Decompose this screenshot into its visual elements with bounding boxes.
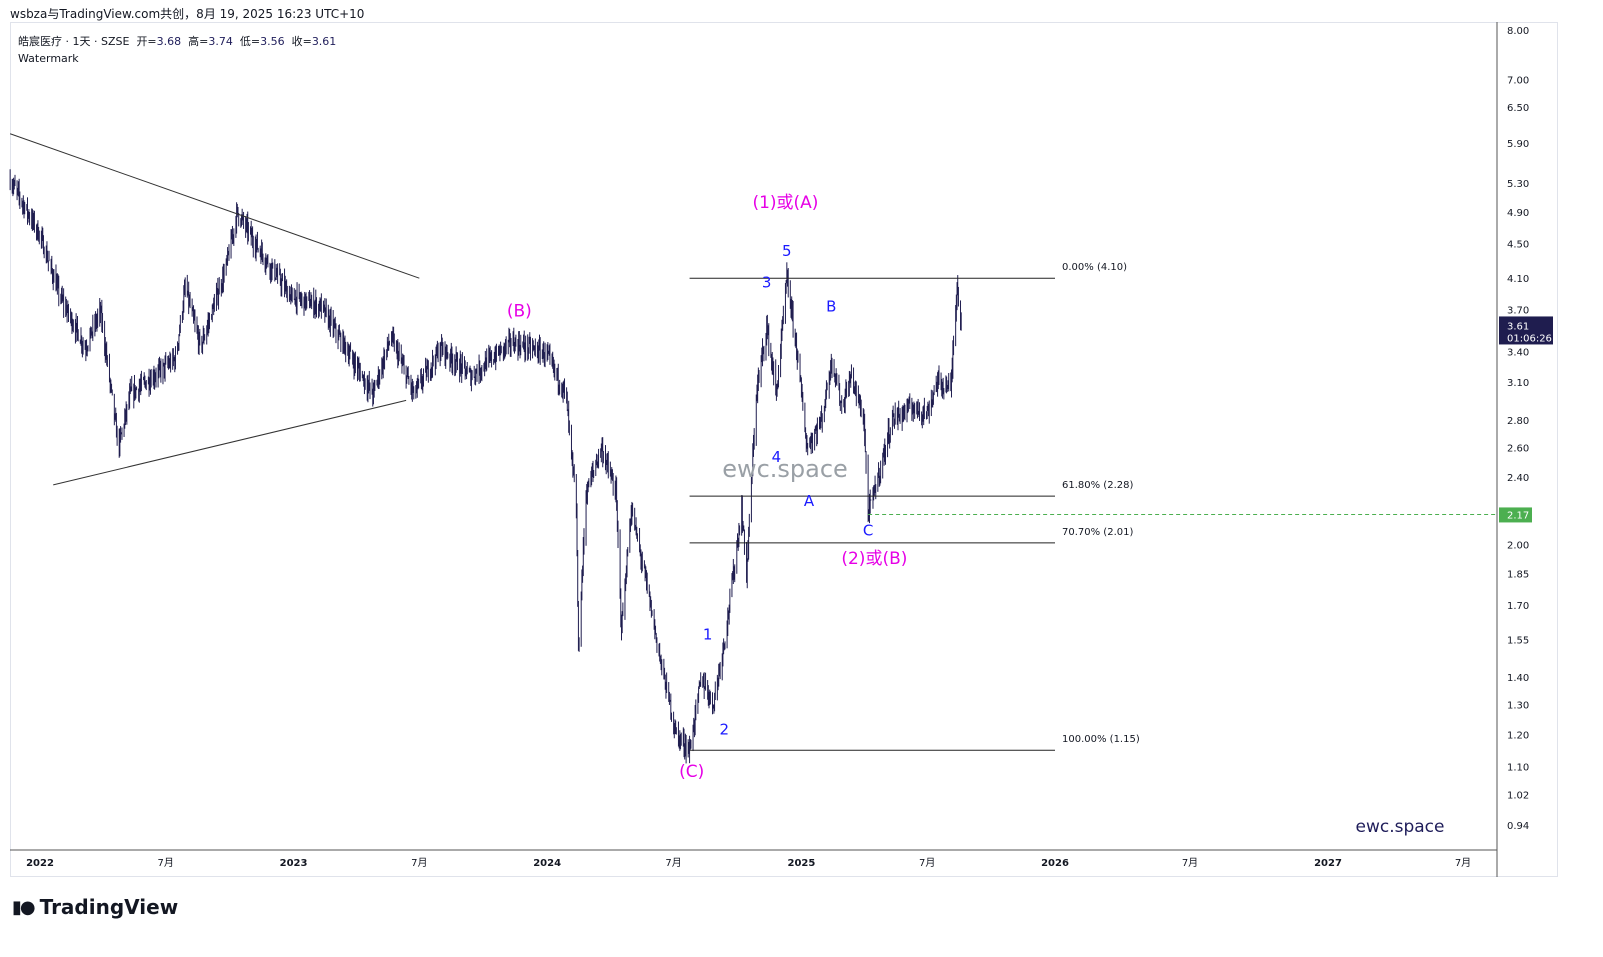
price-tick-label: 1.85 bbox=[1507, 570, 1529, 581]
fib-level-label: 0.00% (4.10) bbox=[1062, 262, 1127, 273]
price-tick-label: 5.30 bbox=[1507, 179, 1529, 190]
price-tick-label: 1.10 bbox=[1507, 763, 1529, 774]
low-value: 3.56 bbox=[260, 35, 285, 48]
price-tick-label: 1.30 bbox=[1507, 701, 1529, 712]
tradingview-brand: TradingView bbox=[39, 895, 179, 919]
price-tick-label: 8.00 bbox=[1507, 26, 1529, 37]
fib-level-label: 70.70% (2.01) bbox=[1062, 527, 1133, 538]
symbol-legend: 皓宸医疗 · 1天 · SZSE 开=3.68 高=3.74 低=3.56 收=… bbox=[18, 33, 336, 67]
price-tick-label: 4.90 bbox=[1507, 208, 1529, 219]
close-label: 收= bbox=[291, 35, 312, 48]
price-tick-label: 7.00 bbox=[1507, 76, 1529, 87]
wave-label[interactable]: 5 bbox=[782, 242, 792, 260]
price-tick-label: 1.55 bbox=[1507, 635, 1529, 646]
price-tick-label: 0.94 bbox=[1507, 821, 1529, 832]
open-value: 3.68 bbox=[156, 35, 182, 48]
watermark-corner: ewc.space bbox=[1356, 817, 1445, 837]
wave-label[interactable]: (1)或(A) bbox=[752, 193, 818, 213]
close-value: 3.61 bbox=[311, 35, 337, 48]
price-tick-label: 3.40 bbox=[1507, 347, 1529, 358]
wave-label[interactable]: B bbox=[826, 297, 836, 315]
wave-label[interactable]: 1 bbox=[703, 625, 713, 643]
time-tick-label: 7月 bbox=[665, 857, 681, 869]
high-label: 高= bbox=[188, 35, 209, 48]
time-tick-label: 2023 bbox=[280, 858, 308, 869]
chart-frame bbox=[10, 22, 1558, 877]
price-tick-label: 2.40 bbox=[1507, 473, 1529, 484]
time-tick-label: 2026 bbox=[1041, 858, 1069, 869]
wave-label[interactable]: (B) bbox=[507, 301, 532, 321]
wave-label[interactable]: 3 bbox=[762, 273, 772, 291]
wave-label[interactable]: 2 bbox=[720, 720, 730, 738]
last-price-value: 3.61 bbox=[1507, 321, 1529, 332]
wave-label[interactable]: A bbox=[804, 492, 815, 510]
price-tick-label: 1.20 bbox=[1507, 730, 1529, 741]
time-tick-label: 7月 bbox=[919, 857, 935, 869]
level-price-value: 2.17 bbox=[1507, 510, 1529, 521]
fib-level-label: 100.00% (1.15) bbox=[1062, 734, 1140, 745]
high-value: 3.74 bbox=[208, 35, 233, 48]
time-tick-label: 2025 bbox=[788, 858, 816, 869]
watermark-center: ewc.space bbox=[722, 455, 848, 483]
fib-level-label: 61.80% (2.28) bbox=[1062, 480, 1133, 491]
chart-header-title: wsbza与TradingView.com共创，8月 19, 2025 16:2… bbox=[10, 7, 365, 21]
time-tick-label: 7月 bbox=[1455, 857, 1471, 869]
level-price-badge bbox=[1499, 507, 1532, 523]
price-tick-label: 2.60 bbox=[1507, 443, 1529, 454]
time-tick-label: 2022 bbox=[26, 858, 54, 869]
low-label: 低= bbox=[239, 35, 261, 48]
time-tick-label: 7月 bbox=[411, 857, 427, 869]
price-tick-label: 3.70 bbox=[1507, 305, 1529, 316]
wave-label[interactable]: C bbox=[863, 522, 873, 540]
price-tick-label: 1.70 bbox=[1507, 601, 1529, 612]
price-tick-label: 4.10 bbox=[1507, 274, 1529, 285]
price-tick-label: 6.50 bbox=[1507, 103, 1529, 114]
last-price-badge bbox=[1499, 316, 1553, 345]
wave-label[interactable]: (C) bbox=[679, 762, 704, 782]
open-label: 开= bbox=[136, 35, 157, 48]
trendline[interactable] bbox=[9, 133, 420, 279]
watermark-indicator-label[interactable]: Watermark bbox=[18, 52, 79, 65]
price-tick-label: 2.00 bbox=[1507, 541, 1529, 552]
symbol-info[interactable]: 皓宸医疗 · 1天 · SZSE bbox=[18, 35, 130, 48]
time-tick-label: 7月 bbox=[1182, 857, 1198, 869]
price-tick-label: 3.10 bbox=[1507, 378, 1529, 389]
tradingview-logo-icon: ▮● bbox=[12, 896, 36, 918]
wave-label[interactable]: (2)或(B) bbox=[841, 549, 907, 569]
trendline[interactable] bbox=[53, 399, 407, 486]
price-tick-label: 1.40 bbox=[1507, 673, 1529, 684]
tradingview-logo[interactable]: ▮● TradingView bbox=[12, 895, 178, 919]
time-tick-label: 2024 bbox=[533, 858, 561, 869]
price-tick-label: 5.90 bbox=[1507, 139, 1529, 150]
price-tick-label: 1.02 bbox=[1507, 791, 1529, 802]
wave-label[interactable]: 4 bbox=[772, 448, 782, 466]
time-tick-label: 2027 bbox=[1314, 858, 1342, 869]
price-tick-label: 2.80 bbox=[1507, 416, 1529, 427]
time-tick-label: 7月 bbox=[158, 857, 174, 869]
bar-countdown: 01:06:26 bbox=[1507, 333, 1552, 344]
price-tick-label: 4.50 bbox=[1507, 240, 1529, 251]
